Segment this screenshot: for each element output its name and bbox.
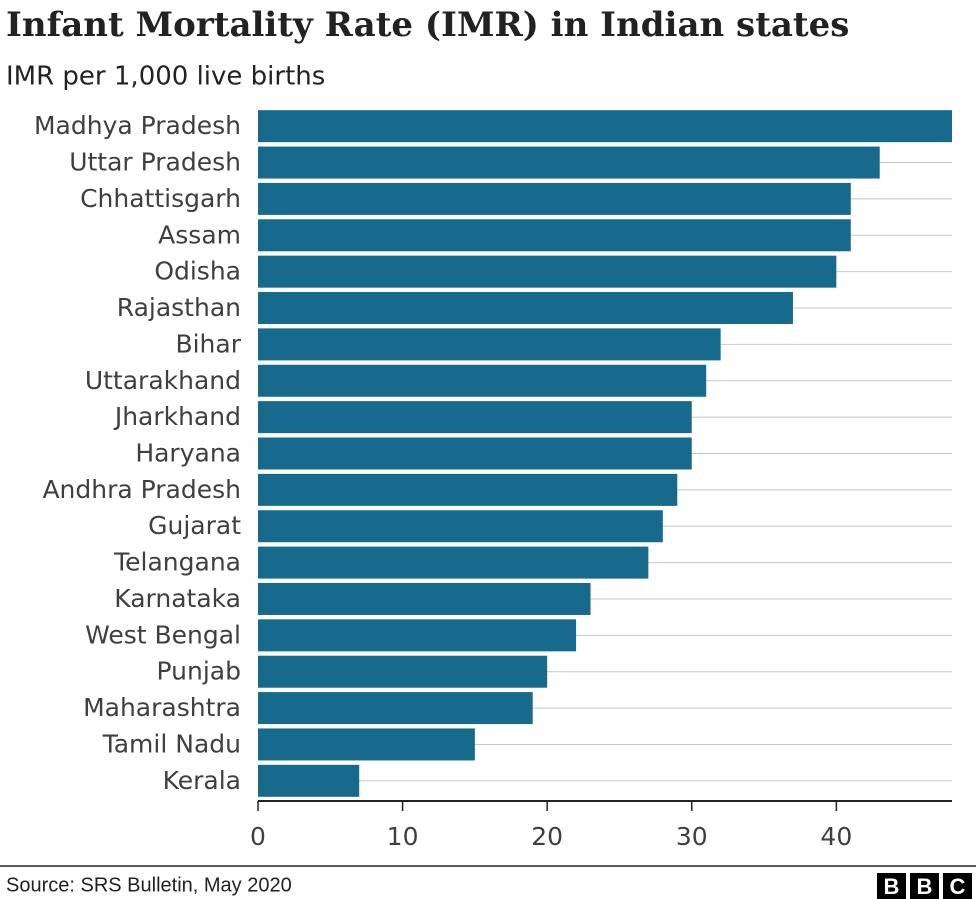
bar	[258, 437, 692, 470]
category-label: Assam	[158, 220, 241, 249]
bar	[258, 764, 360, 797]
logo-letter: C	[950, 874, 966, 899]
bar	[258, 401, 692, 434]
logo-box	[943, 873, 972, 899]
category-label: Madhya Pradesh	[34, 111, 241, 140]
chart-title: Infant Mortality Rate (IMR) in Indian st…	[6, 5, 849, 45]
category-label: Karnataka	[114, 584, 241, 613]
category-label: Haryana	[135, 439, 241, 468]
category-label: Andhra Pradesh	[42, 475, 241, 504]
category-label: Tamil Nadu	[102, 729, 241, 758]
bar	[258, 110, 952, 143]
category-label: Jharkhand	[113, 402, 241, 431]
bar	[258, 692, 533, 725]
category-label: Gujarat	[148, 511, 241, 540]
category-label: Uttarakhand	[85, 366, 241, 395]
bar	[258, 655, 548, 688]
bar	[258, 364, 707, 397]
bar	[258, 146, 880, 179]
category-label: Punjab	[157, 657, 241, 686]
bar	[258, 728, 475, 761]
category-label: Odisha	[154, 257, 241, 286]
chart-subtitle: IMR per 1,000 live births	[6, 62, 325, 92]
bar	[258, 473, 678, 506]
x-tick-label: 10	[387, 822, 419, 851]
category-label: Kerala	[163, 766, 241, 795]
bar	[258, 182, 851, 215]
bar	[258, 510, 663, 543]
logo-letter: B	[884, 874, 900, 899]
x-tick-label: 40	[820, 822, 852, 851]
bar	[258, 292, 793, 325]
logo-box	[910, 873, 939, 899]
bar	[258, 546, 649, 579]
source: Source: SRS Bulletin, May 2020	[6, 874, 292, 896]
category-label: Maharashtra	[83, 693, 241, 722]
category-label: West Bengal	[85, 620, 241, 649]
logo-box	[877, 873, 906, 899]
bar	[258, 328, 721, 361]
x-tick-label: 20	[531, 822, 563, 851]
bar	[258, 219, 851, 252]
category-label: Telangana	[113, 548, 241, 577]
bar	[258, 255, 837, 288]
category-label: Chhattisgarh	[80, 184, 241, 213]
x-tick-label: 0	[250, 822, 266, 851]
category-label: Rajasthan	[117, 293, 241, 322]
bar	[258, 582, 591, 615]
x-tick-label: 30	[676, 822, 708, 851]
bar	[258, 619, 577, 652]
category-label: Bihar	[175, 329, 241, 358]
category-label: Uttar Pradesh	[69, 148, 241, 177]
logo-letter: B	[917, 874, 933, 899]
